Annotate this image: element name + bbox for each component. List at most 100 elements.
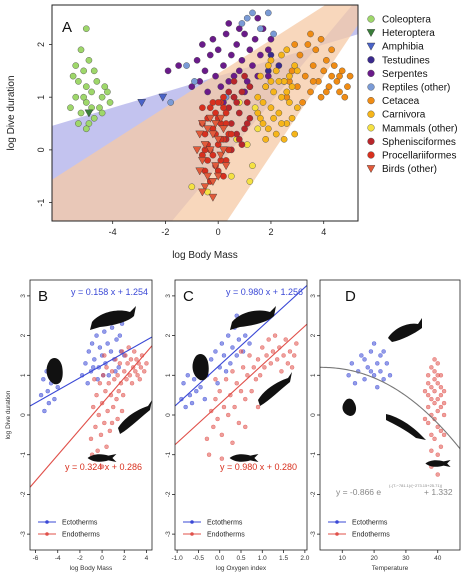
data-point (251, 104, 259, 112)
data-point (75, 120, 82, 127)
data-point (189, 400, 195, 406)
y-tick-label: 1 (310, 373, 317, 377)
data-point (198, 188, 207, 197)
x-tick-label: 0.0 (215, 555, 224, 562)
y-tick-label: 2 (165, 333, 172, 337)
fit-curve (320, 366, 460, 450)
data-point (365, 365, 370, 370)
data-point (257, 25, 264, 33)
data-point (208, 193, 218, 202)
data-point (246, 114, 254, 122)
y-tick-label: 1 (20, 373, 27, 377)
data-point (112, 377, 117, 382)
data-point (336, 88, 343, 96)
data-point (85, 380, 90, 386)
data-point (241, 125, 248, 133)
data-point (281, 353, 286, 358)
data-point (228, 172, 235, 180)
data-point (221, 353, 227, 358)
data-point (246, 178, 254, 185)
data-point (243, 14, 251, 22)
data-point (294, 67, 301, 75)
x-tick-label: -1.0 (172, 555, 184, 562)
data-point (117, 333, 123, 338)
penguin-silhouette-c (229, 454, 259, 462)
data-point (240, 365, 246, 370)
data-point (198, 157, 207, 165)
data-point (194, 388, 199, 394)
data-point (219, 125, 228, 134)
whale-silhouette-d (386, 414, 426, 440)
data-point (72, 93, 80, 101)
data-point (270, 30, 277, 38)
panel-b-legend: Ectotherms Endotherms (38, 520, 100, 539)
data-point (102, 329, 107, 334)
data-point (208, 130, 218, 139)
data-point (132, 349, 137, 354)
data-point (362, 377, 367, 382)
data-point (198, 384, 203, 390)
legend-marker (367, 56, 375, 64)
data-point (213, 396, 218, 402)
data-point (228, 130, 235, 138)
data-point (216, 151, 226, 160)
panel-d-frame (319, 279, 461, 551)
data-point (432, 436, 437, 442)
data-point (387, 373, 393, 378)
data-point (435, 408, 440, 414)
legend-label: Mammals (other) (382, 123, 458, 134)
legend-label: Sphenisciformes (382, 137, 456, 148)
data-point (228, 361, 233, 366)
data-point (183, 404, 188, 410)
data-point (267, 104, 275, 112)
data-point (368, 349, 374, 354)
data-point (211, 424, 216, 430)
data-point (262, 136, 269, 143)
data-point (317, 93, 325, 101)
data-point (425, 420, 431, 426)
data-point (75, 78, 82, 85)
data-point (93, 78, 101, 85)
data-point (82, 99, 90, 106)
data-point (265, 62, 272, 69)
data-point (199, 104, 206, 112)
data-point (233, 99, 240, 106)
panel-d: D 10 20 30 40 -3 -2 -1 0 1 2 3 Temperature y = -0.… (310, 279, 461, 572)
y-tick-label: -3 (310, 531, 317, 537)
data-point (257, 373, 263, 378)
data-point (272, 333, 278, 338)
data-point (381, 349, 386, 354)
data-point (193, 57, 201, 64)
data-point (92, 357, 97, 362)
data-point (228, 392, 233, 398)
data-point (55, 384, 60, 390)
data-point (158, 93, 168, 102)
data-point (220, 104, 227, 112)
legend-marker (335, 520, 339, 524)
data-point (110, 404, 116, 410)
beetle-silhouette-b (46, 358, 63, 385)
data-point (206, 452, 212, 457)
panel-b-points (30, 317, 152, 488)
y-tick-label: 0 (36, 147, 46, 152)
legend-label: Ectotherms (207, 520, 243, 527)
data-point (283, 337, 288, 342)
legend-marker (190, 520, 194, 524)
panel-a-xlabel: log Body Mass (172, 250, 238, 261)
data-point (215, 416, 220, 422)
data-point (238, 141, 246, 148)
data-point (213, 172, 223, 181)
panel-c-letter: C (183, 288, 194, 305)
legend-marker (45, 520, 49, 524)
penguin-silhouette-d (425, 460, 451, 467)
data-point (108, 349, 114, 354)
data-point (209, 35, 217, 43)
data-point (253, 377, 259, 382)
y-tick-label: -2 (20, 491, 27, 497)
data-point (257, 72, 264, 80)
data-point (127, 373, 133, 378)
data-point (309, 78, 317, 85)
panel-c: C -1.0 -0.5 0.0 0.5 1.0 1.5 2.0 -3 -2 -1 0 1 2 3 log … (165, 279, 310, 572)
data-point (274, 357, 280, 362)
data-point (213, 349, 218, 354)
